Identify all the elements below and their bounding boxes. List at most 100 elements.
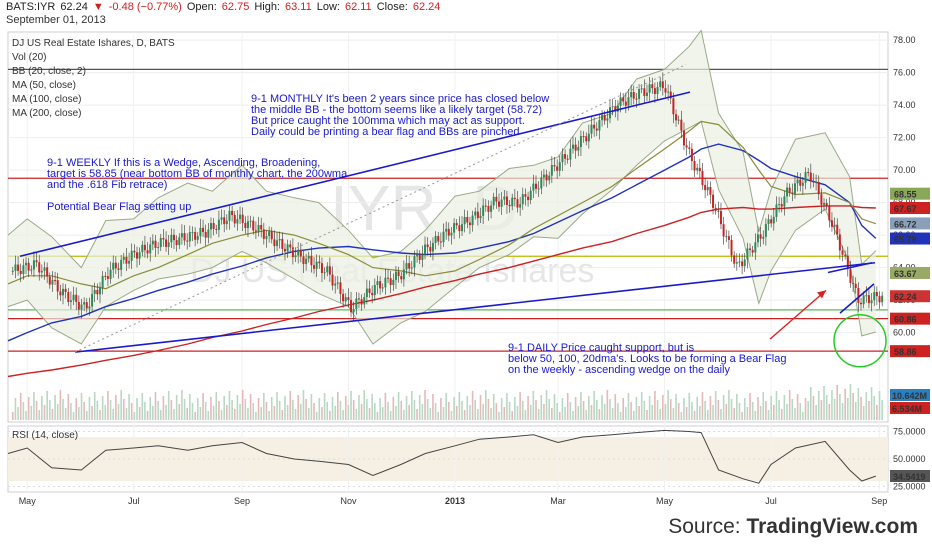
candle-body [209, 223, 212, 230]
candle-body [775, 204, 778, 217]
volume-bar [849, 384, 852, 420]
volume-bar [648, 396, 651, 420]
high-label: High: [254, 1, 280, 13]
price-tag-box [890, 201, 930, 214]
candle-body [519, 204, 522, 208]
candle-body [878, 296, 881, 303]
candle-body [820, 194, 823, 205]
volume-bar [83, 402, 85, 420]
volume-bar [122, 399, 125, 420]
volume-bar [775, 391, 778, 420]
price-tick-label: 78.00 [893, 35, 916, 45]
candle-body [389, 278, 392, 286]
volume-bar [17, 407, 19, 420]
candle-body [601, 114, 604, 121]
volume-bar [313, 403, 315, 420]
candle-body [542, 174, 545, 178]
candle-body [651, 84, 654, 89]
volume-bar [609, 399, 611, 420]
volume-bar [128, 394, 130, 420]
candle-body [579, 136, 582, 148]
volume-bar [355, 409, 358, 420]
candle-body [320, 263, 323, 274]
candle-body [513, 197, 516, 200]
volume-bar [852, 393, 854, 420]
candle-body [569, 148, 572, 160]
volume-bar [469, 405, 471, 420]
rsi-label: RSI (14, close) [12, 430, 78, 441]
volume-bar [669, 399, 672, 420]
volume-bar [154, 392, 157, 420]
quote-line: BATS:IYR 62.24 ▼ -0.48 (−0.77%) Open: 62.75 Hi… [6, 1, 445, 13]
volume-bar [397, 392, 400, 420]
candle-body [830, 220, 833, 227]
volume-bar [733, 408, 735, 420]
source-credit: Source: TradingView.com [668, 515, 918, 539]
volume-bar [186, 408, 188, 420]
volume-bar [165, 405, 167, 420]
down-arrow-icon: ▼ [92, 1, 104, 13]
low-label: Low: [316, 1, 340, 13]
volume-bar [120, 390, 122, 420]
candle-body [786, 187, 789, 197]
time-tick-label: Mar [550, 496, 566, 506]
candle-body [376, 281, 379, 285]
volume-bar [75, 398, 78, 420]
volume-bar [603, 404, 606, 420]
price-tick-label: 70.00 [893, 165, 916, 175]
volume-bar [170, 400, 173, 420]
last-price: 62.24 [60, 1, 88, 13]
candle-body [305, 258, 308, 265]
candle-body [682, 130, 685, 146]
candle-body [598, 120, 601, 131]
volume-bar [278, 401, 281, 420]
candle-body [336, 282, 339, 284]
volume-bar [471, 391, 474, 420]
candle-body [442, 231, 445, 243]
volume-bar [823, 386, 825, 420]
candle-body [283, 248, 286, 252]
candle-body [640, 88, 643, 90]
volume-bar [508, 402, 511, 420]
candle-body [133, 250, 136, 253]
volume-bar [873, 396, 876, 420]
candle-body [738, 261, 741, 263]
rsi-tag-label: 34.5419 [893, 472, 926, 482]
price-tag-box [890, 345, 930, 358]
volume-bar [424, 390, 426, 420]
volume-bar [839, 394, 841, 420]
volume-bar [112, 409, 115, 420]
candle-body [677, 119, 680, 121]
ma50-line [7, 120, 876, 290]
volume-bar [136, 398, 138, 420]
flag-upper-line [827, 261, 873, 274]
time-tick-label: May [656, 496, 674, 506]
volume-bar [712, 405, 714, 420]
candle-body [326, 266, 329, 273]
volume-bar [754, 411, 757, 420]
annotation-weekly-line: 9-1 WEEKLY If this is a Wedge, Ascending… [47, 157, 320, 169]
candle-body [178, 237, 181, 246]
candle-body [373, 284, 376, 296]
candle-body [741, 261, 744, 267]
candle-body [751, 249, 754, 253]
volume-bar [236, 395, 239, 420]
candle-body [188, 232, 191, 242]
volume-bar [691, 402, 693, 420]
candle-body [828, 206, 831, 221]
volume-bar [408, 405, 410, 420]
flag-lower-line [839, 283, 875, 314]
annotation-monthly-line: Daily could be printing a bear flag and … [251, 126, 519, 138]
volume-bar [202, 393, 204, 420]
volume-bar [416, 409, 418, 420]
candle-body [392, 279, 395, 286]
volume-bar [310, 394, 313, 420]
price-chart[interactable]: IYR, DDJ US Real Estate Ishares78.0076.0… [0, 30, 932, 515]
volume-bar [144, 402, 146, 420]
candle-body [125, 256, 128, 264]
candle-body [836, 224, 839, 235]
candle-body [180, 233, 183, 238]
candle-body [505, 196, 508, 205]
volume-bar [14, 398, 17, 420]
volume-bar [680, 412, 683, 420]
